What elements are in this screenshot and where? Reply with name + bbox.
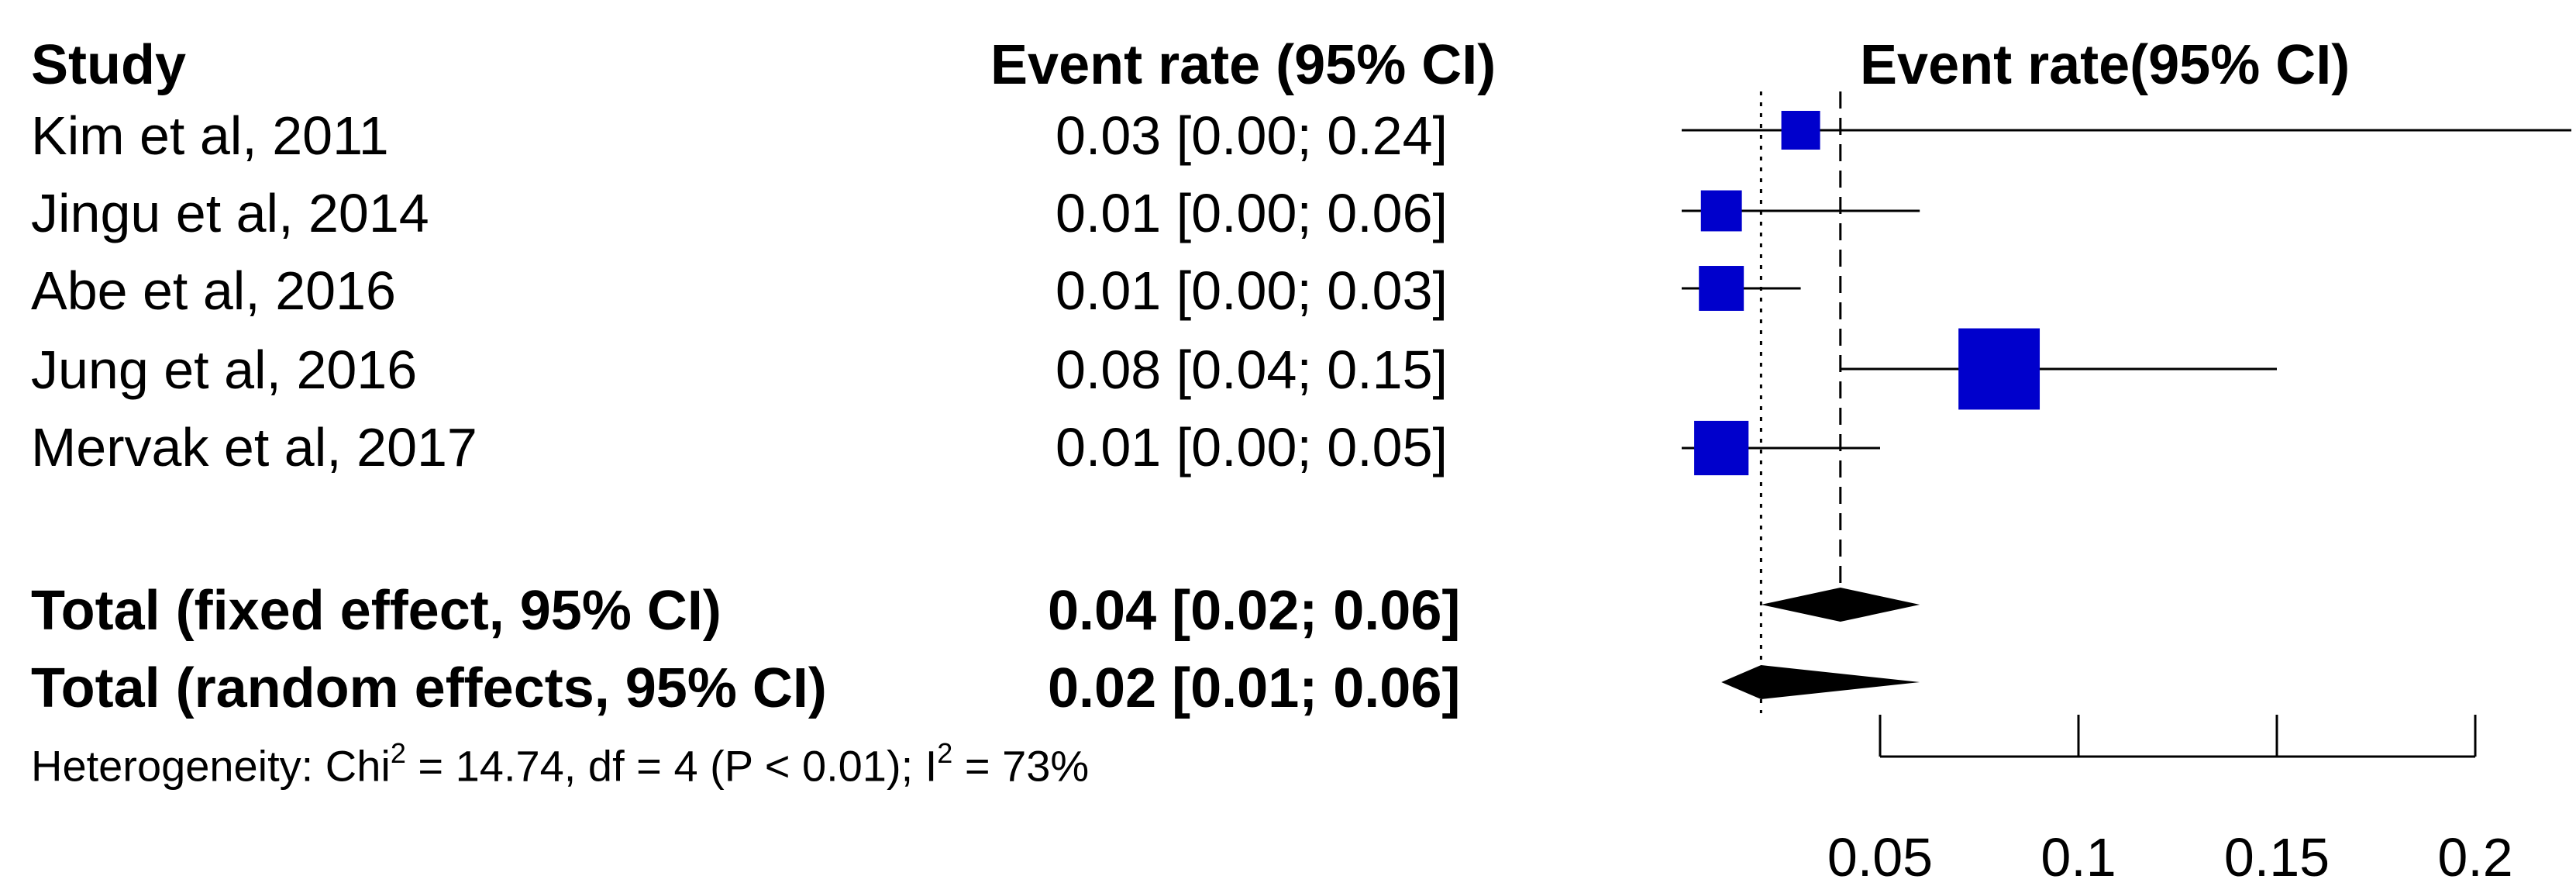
- random-effects-diamond: [1721, 665, 1920, 699]
- x-axis-tick-label: 0.15: [2224, 827, 2330, 888]
- heterogeneity-text: Heterogeneity: Chi2 = 14.74, df = 4 (P <…: [31, 740, 1090, 791]
- study-column-header: Study: [31, 34, 187, 96]
- superscript: 2: [937, 737, 953, 769]
- heterogeneity-part: = 14.74, df = 4 (P < 0.01); I: [405, 741, 938, 791]
- study-estimate-square: [1781, 111, 1820, 150]
- study-estimate-square: [1699, 266, 1744, 311]
- fixed-effect-ci: 0.04 [0.02; 0.06]: [1048, 580, 1461, 642]
- random-effects-ci: 0.02 [0.01; 0.06]: [1048, 657, 1461, 719]
- study-label: Jung et al, 2016: [31, 340, 418, 400]
- study-estimate-square: [1694, 420, 1749, 476]
- random-effects-label: Total (random effects, 95% CI): [31, 657, 827, 719]
- x-axis-tick-label: 0.05: [1827, 827, 1933, 888]
- study-label: Kim et al, 2011: [31, 105, 389, 166]
- study-label: Abe et al, 2016: [31, 260, 396, 321]
- study-label: Mervak et al, 2017: [31, 417, 477, 478]
- study-estimate-square: [1958, 328, 2040, 410]
- study-ci: 0.01 [0.00; 0.06]: [1056, 183, 1448, 243]
- study-ci: 0.01 [0.00; 0.05]: [1056, 417, 1448, 478]
- fixed-effect-label: Total (fixed effect, 95% CI): [31, 580, 721, 642]
- study-label: Jingu et al, 2014: [31, 183, 429, 243]
- study-estimate-square: [1700, 190, 1742, 232]
- estimate-column-header: Event rate (95% CI): [990, 34, 1496, 96]
- fixed-effect-diamond: [1761, 588, 1920, 622]
- study-ci: 0.03 [0.00; 0.24]: [1056, 105, 1448, 166]
- plot-column-header: Event rate(95% CI): [1860, 34, 2350, 96]
- superscript: 2: [390, 737, 406, 769]
- x-axis-tick-label: 0.1: [2040, 827, 2116, 888]
- study-ci: 0.08 [0.04; 0.15]: [1056, 340, 1448, 400]
- heterogeneity-part: Heterogeneity: Chi: [31, 741, 391, 791]
- heterogeneity-part: = 73%: [952, 741, 1090, 791]
- study-ci: 0.01 [0.00; 0.03]: [1056, 260, 1448, 321]
- x-axis-tick-label: 0.2: [2437, 827, 2512, 888]
